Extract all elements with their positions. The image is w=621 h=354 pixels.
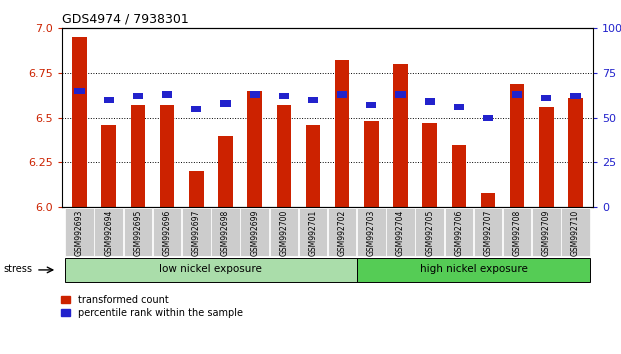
Text: GSM992708: GSM992708 xyxy=(513,210,522,256)
Bar xyxy=(425,98,435,105)
Bar xyxy=(335,61,350,207)
Bar xyxy=(130,105,145,207)
FancyBboxPatch shape xyxy=(561,207,590,256)
Text: GSM992698: GSM992698 xyxy=(221,210,230,256)
FancyBboxPatch shape xyxy=(415,207,444,256)
FancyBboxPatch shape xyxy=(94,207,123,256)
Text: GSM992701: GSM992701 xyxy=(309,210,317,256)
FancyBboxPatch shape xyxy=(182,207,211,256)
Bar xyxy=(539,107,554,207)
Text: GSM992703: GSM992703 xyxy=(367,210,376,256)
Text: GSM992700: GSM992700 xyxy=(279,210,288,256)
Text: GSM992699: GSM992699 xyxy=(250,210,259,256)
Bar xyxy=(366,102,376,108)
Text: GSM992710: GSM992710 xyxy=(571,210,580,256)
Bar xyxy=(568,98,583,207)
Bar xyxy=(250,91,260,98)
FancyBboxPatch shape xyxy=(153,207,181,256)
Bar xyxy=(247,91,262,207)
Bar xyxy=(512,91,522,98)
Bar xyxy=(364,121,379,207)
Text: low nickel exposure: low nickel exposure xyxy=(160,264,262,274)
Text: GSM992695: GSM992695 xyxy=(134,210,142,256)
Bar xyxy=(220,100,230,107)
Bar xyxy=(571,93,581,99)
FancyBboxPatch shape xyxy=(503,207,532,256)
Text: GSM992697: GSM992697 xyxy=(192,210,201,256)
FancyBboxPatch shape xyxy=(240,207,269,256)
Text: GSM992704: GSM992704 xyxy=(396,210,405,256)
FancyBboxPatch shape xyxy=(65,207,94,256)
Text: GSM992709: GSM992709 xyxy=(542,210,551,256)
Text: GSM992707: GSM992707 xyxy=(484,210,492,256)
Bar xyxy=(133,93,143,99)
Bar xyxy=(218,136,233,207)
FancyBboxPatch shape xyxy=(299,207,327,256)
Text: GSM992693: GSM992693 xyxy=(75,210,84,256)
Bar xyxy=(101,125,116,207)
Bar xyxy=(308,97,318,103)
Bar xyxy=(393,64,408,207)
FancyBboxPatch shape xyxy=(532,207,561,256)
FancyBboxPatch shape xyxy=(328,207,356,256)
FancyBboxPatch shape xyxy=(65,258,356,282)
FancyBboxPatch shape xyxy=(124,207,152,256)
FancyBboxPatch shape xyxy=(474,207,502,256)
Bar xyxy=(72,37,87,207)
Bar xyxy=(337,91,347,98)
Text: GSM992706: GSM992706 xyxy=(455,210,463,256)
Bar xyxy=(481,193,496,207)
Bar xyxy=(451,144,466,207)
Bar xyxy=(276,105,291,207)
Bar xyxy=(160,105,175,207)
Bar xyxy=(510,84,525,207)
Bar xyxy=(396,91,406,98)
FancyBboxPatch shape xyxy=(357,207,386,256)
Legend: transformed count, percentile rank within the sample: transformed count, percentile rank withi… xyxy=(61,295,243,318)
Text: stress: stress xyxy=(3,264,32,274)
FancyBboxPatch shape xyxy=(270,207,298,256)
Bar xyxy=(483,115,493,121)
Bar xyxy=(542,95,551,101)
Bar xyxy=(454,104,464,110)
Bar xyxy=(306,125,320,207)
FancyBboxPatch shape xyxy=(211,207,240,256)
Text: high nickel exposure: high nickel exposure xyxy=(420,264,527,274)
Bar xyxy=(75,88,84,94)
FancyBboxPatch shape xyxy=(445,207,473,256)
Text: GSM992694: GSM992694 xyxy=(104,210,113,256)
Bar xyxy=(189,171,204,207)
Bar xyxy=(162,91,172,98)
Text: GSM992705: GSM992705 xyxy=(425,210,434,256)
Bar xyxy=(279,93,289,99)
FancyBboxPatch shape xyxy=(386,207,415,256)
Bar xyxy=(191,105,201,112)
Bar xyxy=(422,123,437,207)
Bar xyxy=(104,97,114,103)
Text: GSM992696: GSM992696 xyxy=(163,210,171,256)
Text: GDS4974 / 7938301: GDS4974 / 7938301 xyxy=(62,13,189,26)
Text: GSM992702: GSM992702 xyxy=(338,210,347,256)
FancyBboxPatch shape xyxy=(356,258,590,282)
